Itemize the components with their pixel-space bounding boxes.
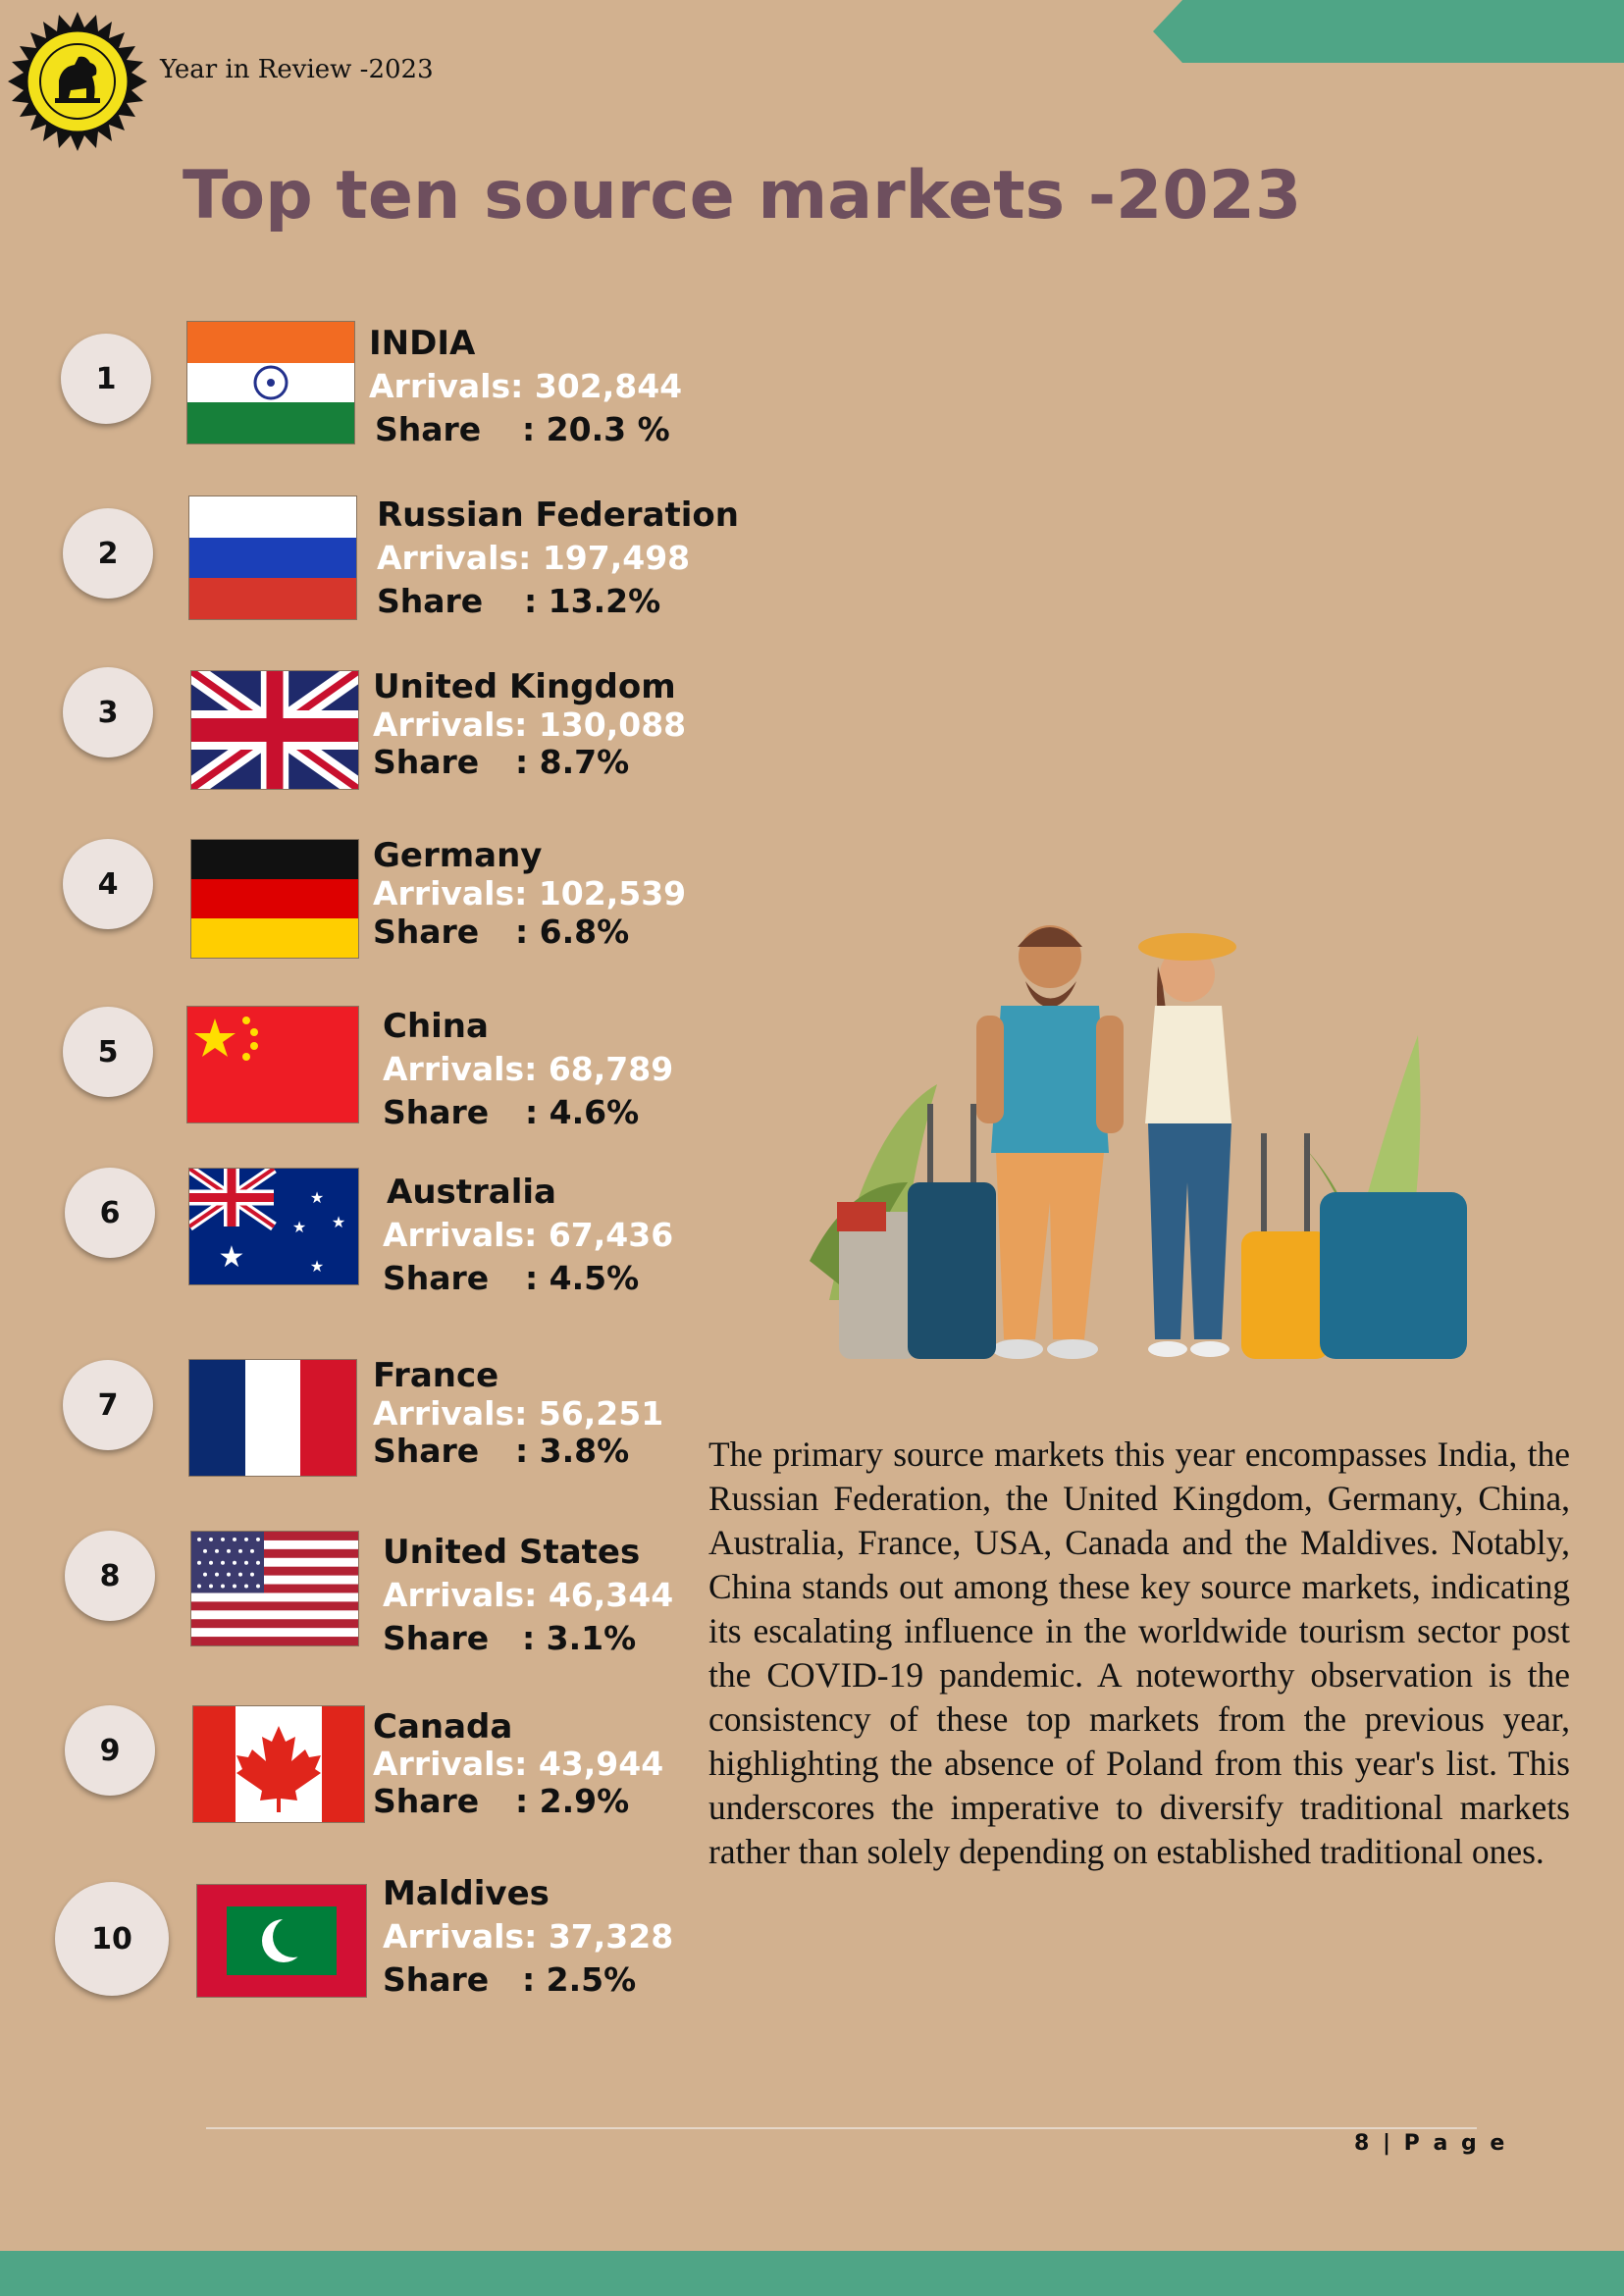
share-label: Share [373,743,480,781]
rank-badge-6: 6 [65,1168,155,1258]
arrivals-value: 68,789 [548,1050,674,1088]
rank-badge-4: 4 [63,839,153,929]
share-value: : 4.6% [525,1093,640,1131]
arrivals-value: 302,844 [534,367,683,405]
arrivals-value: 56,251 [538,1394,664,1433]
arrivals-label: Arrivals: [373,705,528,744]
share-label: Share [383,1259,490,1297]
arrivals-label: Arrivals: [383,1576,538,1614]
usa-flag-icon [190,1531,359,1646]
market-entry-2: Russian Federation Arrivals: 197,498 Sha… [377,494,739,623]
share-label: Share [383,1093,490,1131]
russia-flag-icon [188,496,357,620]
arrivals-value: 46,344 [548,1576,674,1614]
arrivals-label: Arrivals: [373,1394,528,1433]
share-value: : 4.5% [525,1259,640,1297]
china-flag-icon [186,1006,359,1123]
share-label: Share [373,913,480,951]
uk-flag-icon [190,670,359,790]
rank-badge-8: 8 [65,1531,155,1621]
market-name: Maldives [383,1874,550,1913]
canada-flag-icon [192,1705,365,1823]
market-entry-7: France Arrivals: 56,251 Share : 3.8% [373,1356,663,1470]
rank-badge-9: 9 [65,1705,155,1796]
share-label: Share [373,1782,480,1820]
india-flag-icon [186,321,355,444]
market-entry-9: Canada Arrivals: 43,944 Share : 2.9% [373,1707,663,1821]
arrivals-label: Arrivals: [373,1745,528,1783]
share-value: : 3.8% [515,1432,630,1470]
market-name: Australia [387,1173,556,1212]
rank-badge-10: 10 [55,1882,169,1996]
share-label: Share [383,1619,490,1657]
summary-paragraph: The primary source markets this year enc… [708,1435,1570,1871]
header-text: Year in Review -2023 [160,55,434,84]
share-value: : 2.5% [522,1960,637,1999]
france-flag-icon [188,1359,357,1477]
market-name: INDIA [369,324,476,363]
top-accent-bar [1153,0,1624,63]
rank-badge-5: 5 [63,1007,153,1097]
market-name: United States [383,1533,641,1572]
arrivals-label: Arrivals: [383,1917,538,1956]
australia-flag-icon: ★ ★ ★ ★ ★ [188,1168,359,1285]
market-entry-6: Australia Arrivals: 67,436 Share : 4.5% [383,1171,674,1300]
share-label: Share [373,1432,480,1470]
market-entry-1: INDIA Arrivals: 302,844 Share : 20.3 % [369,322,682,451]
germany-flag-icon [190,839,359,959]
share-value: : 3.1% [522,1619,637,1657]
svg-text:★: ★ [332,1213,345,1231]
arrivals-value: 43,944 [538,1745,664,1783]
arrivals-label: Arrivals: [373,874,528,913]
svg-text:★: ★ [219,1240,245,1275]
market-name: Canada [373,1707,513,1747]
maldives-flag-icon [196,1884,367,1998]
arrivals-value: 102,539 [538,874,687,913]
share-value: : 8.7% [515,743,630,781]
rank-badge-1: 1 [61,334,151,424]
market-name: Russian Federation [377,496,739,535]
market-entry-5: China Arrivals: 68,789 Share : 4.6% [383,1005,673,1134]
page-number: 8 | P a g e [1354,2131,1508,2156]
svg-text:★: ★ [310,1188,324,1207]
arrivals-value: 67,436 [548,1216,674,1254]
market-entry-4: Germany Arrivals: 102,539 Share : 6.8% [373,836,686,952]
svg-text:★: ★ [292,1218,306,1236]
rank-badge-3: 3 [63,667,153,757]
share-label: Share [377,582,484,620]
share-value: : 6.8% [515,913,630,951]
arrivals-value: 197,498 [542,539,691,577]
market-entry-8: United States Arrivals: 46,344 Share : 3.… [383,1531,673,1660]
arrivals-label: Arrivals: [377,539,532,577]
share-label: Share [375,410,482,448]
market-name: Germany [373,836,543,875]
svg-text:★: ★ [310,1257,324,1276]
arrivals-label: Arrivals: [369,367,524,405]
rank-badge-7: 7 [63,1360,153,1450]
share-value: : 2.9% [515,1782,630,1820]
share-value: : 20.3 % [522,410,670,448]
market-name: France [373,1356,499,1395]
footer-divider [206,2127,1477,2129]
lion-emblem-logo [8,12,147,151]
arrivals-value: 130,088 [538,705,687,744]
arrivals-label: Arrivals: [383,1050,538,1088]
market-entry-10: Maldives Arrivals: 37,328 Share : 2.5% [383,1872,673,2002]
rank-badge-2: 2 [63,508,153,599]
share-value: : 13.2% [524,582,661,620]
market-name: United Kingdom [373,667,676,706]
arrivals-label: Arrivals: [383,1216,538,1254]
traveler-couple-illustration [790,888,1477,1398]
page-title: Top ten source markets -2023 [183,157,1302,235]
arrivals-value: 37,328 [548,1917,674,1956]
share-label: Share [383,1960,490,1999]
bottom-accent-bar [0,2251,1624,2296]
market-name: China [383,1007,489,1046]
market-entry-3: United Kingdom Arrivals: 130,088 Share : … [373,667,686,781]
